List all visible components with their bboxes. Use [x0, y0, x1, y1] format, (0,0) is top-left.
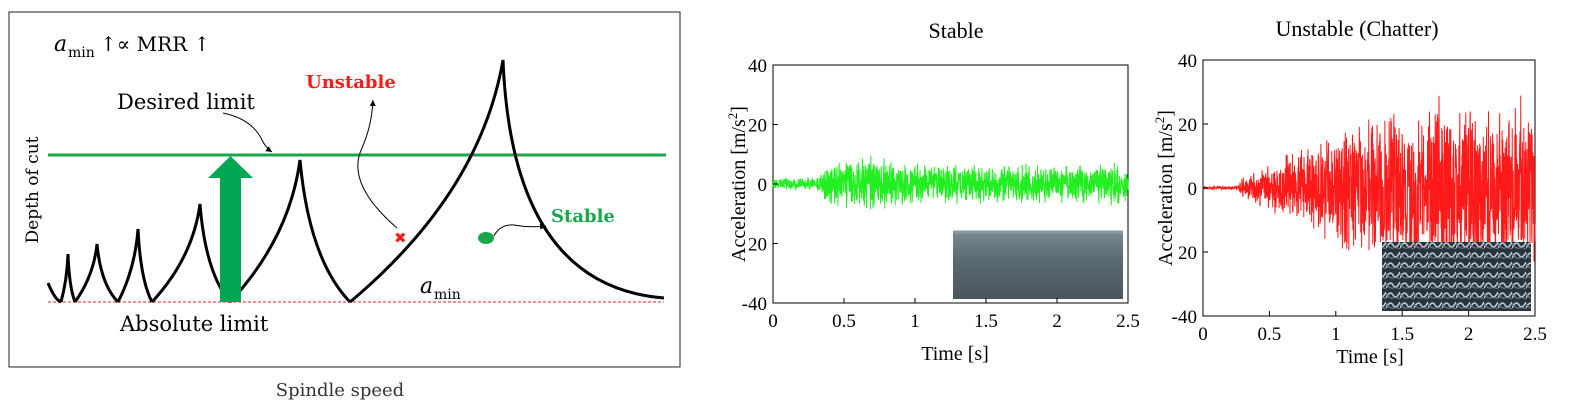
- unstable-x-axis-label: Time [s]: [1336, 346, 1404, 368]
- stable-plot: Stable 0 0.5 1 1.5 2 2.5 40 20 0 20 -40 Time [s] A…: [725, 18, 1140, 365]
- stable-y-tick-label: -40: [742, 294, 767, 315]
- unstable-y-axis-label: Acceleration [m/s2]: [1152, 110, 1177, 266]
- stable-signal: [772, 155, 1129, 210]
- stable-y-axis-label-sup: 2: [725, 113, 740, 120]
- stable-series-line: [772, 155, 1129, 210]
- unstable-x-tick-label: 2.5: [1523, 324, 1547, 345]
- stable-y-tick-label: 0: [758, 175, 768, 196]
- desired-limit-label: Desired limit: [117, 90, 255, 114]
- stability-lobe-curve: [46, 59, 665, 304]
- top-annotation-sub: min: [68, 45, 95, 61]
- stable-y-tick-label: 40: [748, 56, 767, 77]
- stable-label: Stable: [551, 206, 615, 227]
- increase-arrow: [208, 156, 253, 302]
- stable-x-axis-label: Time [s]: [921, 343, 989, 365]
- unstable-y-tick-label: 0: [1188, 179, 1198, 200]
- desired-limit-pointer: [222, 112, 273, 153]
- stable-y-tick-label: 20: [748, 235, 767, 256]
- unstable-plot-title: Unstable (Chatter): [1275, 16, 1438, 41]
- stable-y-axis-label: Acceleration [m/s2]: [725, 106, 750, 262]
- unstable-x-tick-label: 2: [1464, 324, 1474, 345]
- stable-plot-title: Stable: [929, 18, 984, 43]
- unstable-y-tick-label: -40: [1172, 307, 1197, 328]
- stable-y-axis-label-end: ]: [728, 106, 750, 113]
- stable-x-tick-label: 1: [910, 311, 920, 332]
- unstable-y-axis-label-end: ]: [1155, 110, 1177, 117]
- unstable-x-tick-label: 0: [1198, 324, 1208, 345]
- stable-ticks: 0 0.5 1 1.5 2 2.5 40 20 0 20 -40: [742, 56, 1140, 332]
- unstable-y-tick-label: 20: [1178, 243, 1197, 264]
- unstable-label: Unstable: [306, 72, 396, 93]
- lobe-frame: [8, 11, 681, 368]
- lobe-y-axis-label: Depth of cut: [23, 136, 43, 243]
- stable-surface-image: [953, 232, 1123, 299]
- stable-pointer: [493, 223, 547, 237]
- amin-label: a: [420, 274, 433, 299]
- stable-y-tick-label: 20: [748, 116, 767, 137]
- unstable-pointer: [357, 99, 398, 229]
- unstable-plot: Unstable (Chatter) 0 0.5 1 1.5 2 2.5 40 20 0 20 -4…: [1152, 16, 1547, 368]
- amin-sub: min: [434, 287, 461, 303]
- lobe-x-axis-label: Spindle speed: [276, 380, 404, 401]
- unstable-y-tick-label: 20: [1178, 115, 1197, 136]
- top-annotation-rest: ↑∝ MRR ↑: [100, 32, 210, 56]
- absolute-limit-label: Absolute limit: [119, 312, 269, 336]
- unstable-marker: ✖: [394, 229, 407, 247]
- unstable-y-tick-label: 40: [1178, 51, 1197, 72]
- stable-y-axis-label-main: Acceleration [m/s: [728, 119, 750, 262]
- unstable-x-tick-label: 1: [1331, 324, 1341, 345]
- unstable-ticks: 0 0.5 1 1.5 2 2.5 40 20 0 20 -40: [1172, 51, 1547, 345]
- stable-x-tick-label: 0: [768, 311, 778, 332]
- unstable-y-axis-label-main: Acceleration [m/s: [1155, 123, 1177, 266]
- stable-x-tick-label: 1.5: [974, 311, 998, 332]
- stable-marker: [478, 232, 494, 244]
- stable-x-tick-label: 2: [1052, 311, 1062, 332]
- unstable-x-tick-label: 0.5: [1258, 324, 1282, 345]
- unstable-series-line: [1202, 95, 1536, 277]
- stable-x-tick-label: 2.5: [1116, 311, 1140, 332]
- lobe-diagram: a min ↑∝ MRR ↑ Desired limit Absolute li…: [8, 11, 681, 401]
- unstable-y-axis-label-sup: 2: [1152, 117, 1167, 124]
- unstable-x-tick-label: 1.5: [1390, 324, 1414, 345]
- chatter-surface-image: [1382, 242, 1531, 311]
- unstable-signal: [1202, 95, 1536, 277]
- top-annotation-a: a: [54, 32, 67, 57]
- stable-x-tick-label: 0.5: [832, 311, 856, 332]
